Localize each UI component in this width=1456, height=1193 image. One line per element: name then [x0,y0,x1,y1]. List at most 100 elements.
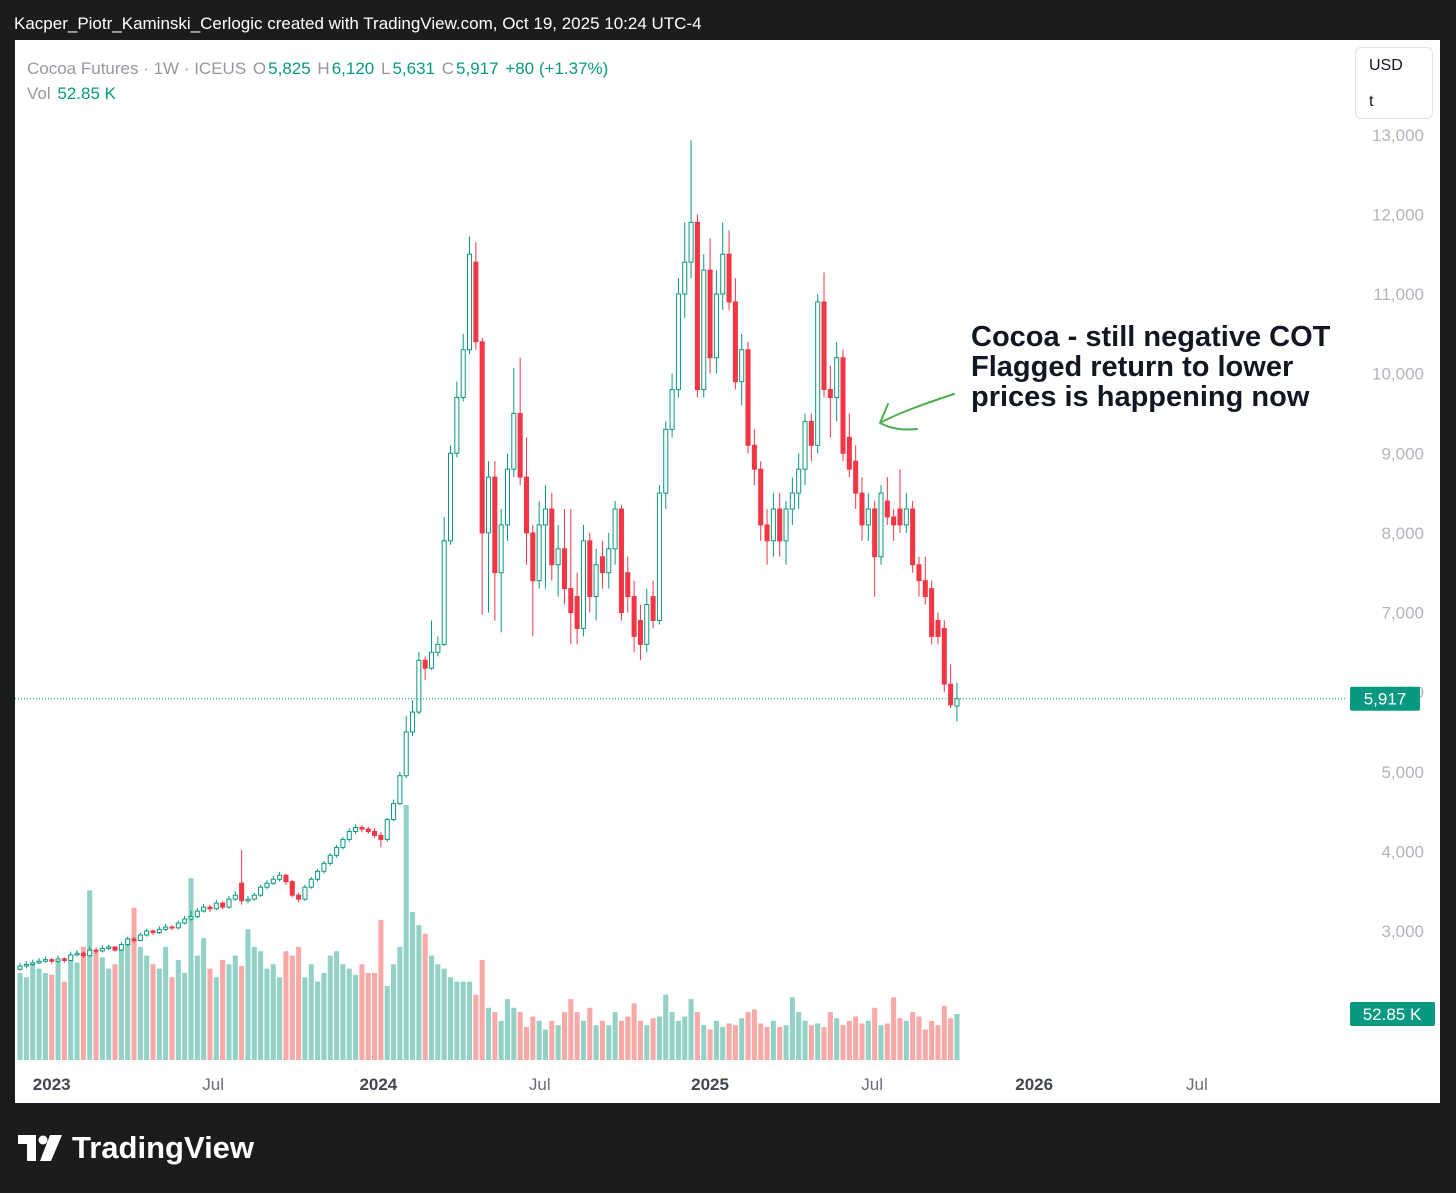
volume-bar [694,1012,700,1060]
candle-body [49,959,55,962]
open-value: 5,825 [268,59,311,78]
volume-bar [758,1023,764,1060]
candle-body [74,952,80,956]
volume-bar [251,946,257,1060]
volume-bar [574,1012,580,1060]
candle-body [574,596,580,629]
brand-logo [18,1135,62,1161]
volume-bar [511,1007,517,1060]
brand: TradingView [72,1130,255,1165]
candle-body [783,508,789,542]
unit-selector[interactable]: USD t [1355,47,1433,119]
volume-bar [872,1007,878,1060]
volume-bar [650,1018,656,1060]
volume-bar [770,1020,776,1060]
candle-body [42,959,48,962]
candle-body [150,930,156,934]
candle-layer [17,140,960,971]
candle-body [517,412,523,478]
volume-bar [739,1018,745,1060]
candle-body [682,261,688,295]
volume-bar [473,994,479,1060]
candle-body [789,492,795,510]
volume-bar [542,1029,549,1060]
volume-bar [637,1020,643,1060]
volume-bar [663,994,669,1060]
volume-bar [258,951,264,1060]
volume-bar [365,972,371,1060]
chart-panel [15,40,1440,1103]
candle-body [865,508,871,526]
volume-bar [302,977,308,1060]
last-price-label: 5,917 [1364,690,1407,709]
candle-body [802,420,808,470]
volume-bar [169,977,175,1060]
candle-body [372,830,378,836]
legend-header: Cocoa Futures · 1W · ICEUS O 5,825 H 6,120… [27,56,610,106]
annotation-line: prices is happening now [971,381,1310,413]
volume-bar [941,1006,947,1060]
candle-body [542,508,549,526]
candle-body [163,926,169,930]
volume-bar [42,972,48,1060]
volume-bar [308,964,314,1060]
volume-bar [745,1012,751,1060]
volume-bar [631,1003,637,1060]
volume-bar [182,972,188,1060]
candle-body [815,301,821,446]
volume-bar [131,907,137,1060]
candle-body [492,476,498,574]
volume-bar [922,1029,928,1060]
annotation-arrow [879,393,955,431]
volume-bar [175,959,181,1060]
volume-bar [606,1025,612,1060]
volume-bar [137,946,143,1060]
candle-body [125,938,131,946]
volume-bar [656,1016,662,1060]
volume-bar [340,964,346,1060]
volume-bar [321,972,327,1060]
close-label: C [441,59,455,78]
volume-bar [884,1023,890,1060]
candle-body [827,389,833,399]
y-tick-label: 5,000 [1381,763,1424,782]
volume-bar [150,964,156,1060]
candle-body [504,468,511,526]
volume-value: 52.85 K [57,84,116,103]
candle-body [530,532,536,582]
candle-body [720,253,726,295]
candle-body [454,397,460,454]
candle-body [580,540,586,629]
candle-body [359,826,365,830]
candle-body [410,711,416,733]
candle-body [941,627,947,685]
candle-body [207,906,213,910]
candle-body [612,508,618,550]
volume-bar [226,964,232,1060]
volume-bar [17,972,23,1060]
volume-bar [55,959,61,1060]
x-tick-label: Jul [1186,1075,1208,1094]
candle-body [68,954,74,961]
change: +80 (+1.37%) [505,59,609,78]
volume-bar [929,1020,935,1060]
candle-body [188,916,194,920]
volume-bar [897,1018,903,1060]
candle-body [321,862,327,872]
volume-bar [99,957,105,1060]
volume-bar [23,977,29,1060]
volume-bar [239,966,245,1060]
candle-body [707,269,713,359]
volume-bar [422,933,428,1060]
candle-body [391,803,397,821]
volume-bar [834,1018,840,1060]
volume-bar [87,890,93,1060]
candle-body [365,828,371,832]
volume-bar [232,955,238,1060]
candle-body [466,253,473,351]
volume-bar [713,1020,719,1060]
volume-bar [270,964,276,1060]
volume-bar [213,977,219,1060]
candle-body [891,516,897,526]
volume-bar [125,938,131,1060]
